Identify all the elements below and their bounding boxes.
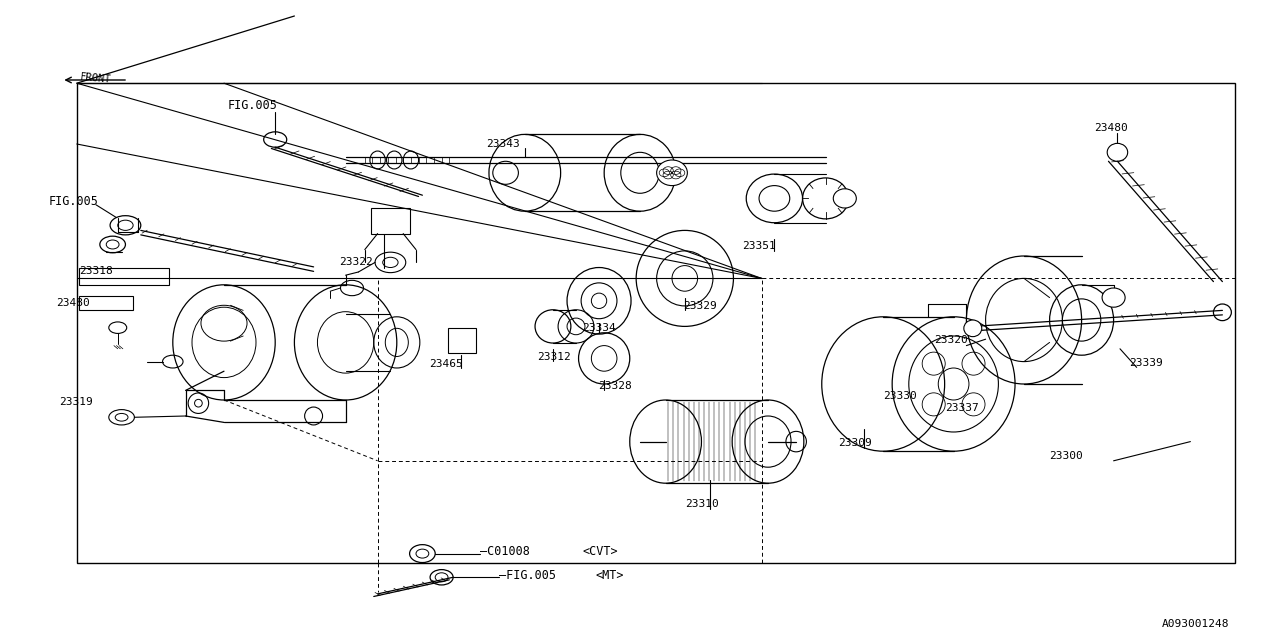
Text: 23319: 23319 [59,397,92,407]
Text: FIG.005: FIG.005 [49,195,99,208]
Text: 23480: 23480 [1094,123,1128,133]
Text: 23334: 23334 [582,323,616,333]
Text: 23320: 23320 [934,335,968,346]
Text: 23343: 23343 [486,139,520,149]
Text: FRONT: FRONT [79,72,111,84]
Ellipse shape [1102,288,1125,307]
Text: <CVT>: <CVT> [582,545,618,558]
Text: <MT>: <MT> [595,569,623,582]
Text: 23337: 23337 [945,403,978,413]
Text: 23328: 23328 [598,381,631,391]
Text: 23300: 23300 [1050,451,1083,461]
Text: 23339: 23339 [1129,358,1162,368]
Ellipse shape [100,236,125,253]
Text: 23351: 23351 [742,241,776,252]
Ellipse shape [657,160,687,186]
Text: 23465: 23465 [429,358,462,369]
Bar [371,208,410,234]
Text: 23330: 23330 [883,390,916,401]
Bar [448,328,476,353]
Text: 23322: 23322 [339,257,372,268]
Ellipse shape [430,570,453,585]
Bar [79,296,133,310]
Text: 23318: 23318 [79,266,113,276]
Text: 23312: 23312 [538,352,571,362]
Ellipse shape [1107,143,1128,161]
Text: 23309: 23309 [838,438,872,448]
Bar [77,83,1235,563]
Text: 23329: 23329 [684,301,717,311]
Text: —FIG.005: —FIG.005 [499,569,557,582]
Ellipse shape [110,216,141,235]
Text: 23480: 23480 [56,298,90,308]
Ellipse shape [833,189,856,208]
Text: FIG.005: FIG.005 [228,99,278,112]
Text: 23310: 23310 [685,499,718,509]
Text: —C01008: —C01008 [480,545,530,558]
Text: A093001248: A093001248 [1161,619,1229,629]
Bar [79,268,169,285]
Ellipse shape [964,320,982,337]
